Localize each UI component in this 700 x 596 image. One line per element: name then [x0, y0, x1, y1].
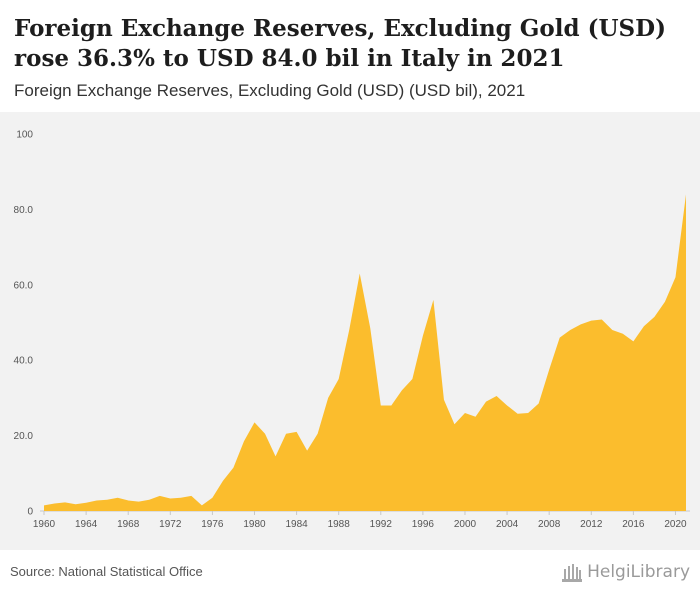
x-tick-label: 2008	[538, 519, 561, 530]
y-tick-label: 20.0	[14, 431, 34, 442]
helgi-library-logo: HelgiLibrary	[561, 560, 690, 584]
y-axis: 0 20.0 40.0 60.0 80.0 100	[14, 130, 34, 518]
source-note: Source: National Statistical Office	[10, 564, 203, 579]
x-tick-label: 2012	[580, 519, 603, 530]
x-axis: 1960 1964 1968 1972 1976 1980 1984 1988 1992 1996…	[33, 510, 690, 530]
x-tick-label: 1980	[243, 519, 266, 530]
library-building-icon	[562, 564, 583, 582]
x-tick-label: 2016	[622, 519, 645, 530]
y-tick-label: 40.0	[14, 356, 34, 367]
x-tick-label: 2004	[496, 519, 519, 530]
x-tick-label: 1976	[201, 519, 224, 530]
y-tick-label: 0	[27, 507, 33, 518]
x-tick-label: 2000	[454, 519, 477, 530]
series-area	[44, 194, 686, 511]
chart-footer: Source: National Statistical Office Helg…	[0, 550, 700, 596]
x-tick-label: 1960	[33, 519, 56, 530]
y-tick-label: 80.0	[14, 205, 34, 216]
area-chart: 0 20.0 40.0 60.0 80.0 100 1960 1964 1968 1972 197…	[14, 130, 690, 530]
x-tick-label: 2020	[664, 519, 687, 530]
chart-header: Foreign Exchange Reserves, Excluding Gol…	[0, 0, 700, 112]
plot-area	[44, 194, 686, 511]
chart-title: Foreign Exchange Reserves, Excluding Gol…	[14, 15, 666, 72]
x-tick-label: 1988	[328, 519, 351, 530]
x-tick-label: 1996	[412, 519, 435, 530]
chart-area: 0 20.0 40.0 60.0 80.0 100 1960 1964 1968 1972 197…	[0, 112, 700, 550]
x-tick-label: 1964	[75, 519, 98, 530]
x-tick-label: 1984	[285, 519, 308, 530]
x-tick-label: 1968	[117, 519, 140, 530]
logo-text: HelgiLibrary	[587, 562, 690, 582]
x-tick-label: 1992	[370, 519, 393, 530]
y-tick-label: 60.0	[14, 280, 34, 291]
y-tick-label: 100	[16, 130, 33, 141]
chart-subtitle: Foreign Exchange Reserves, Excluding Gol…	[14, 81, 526, 100]
x-tick-label: 1972	[159, 519, 182, 530]
